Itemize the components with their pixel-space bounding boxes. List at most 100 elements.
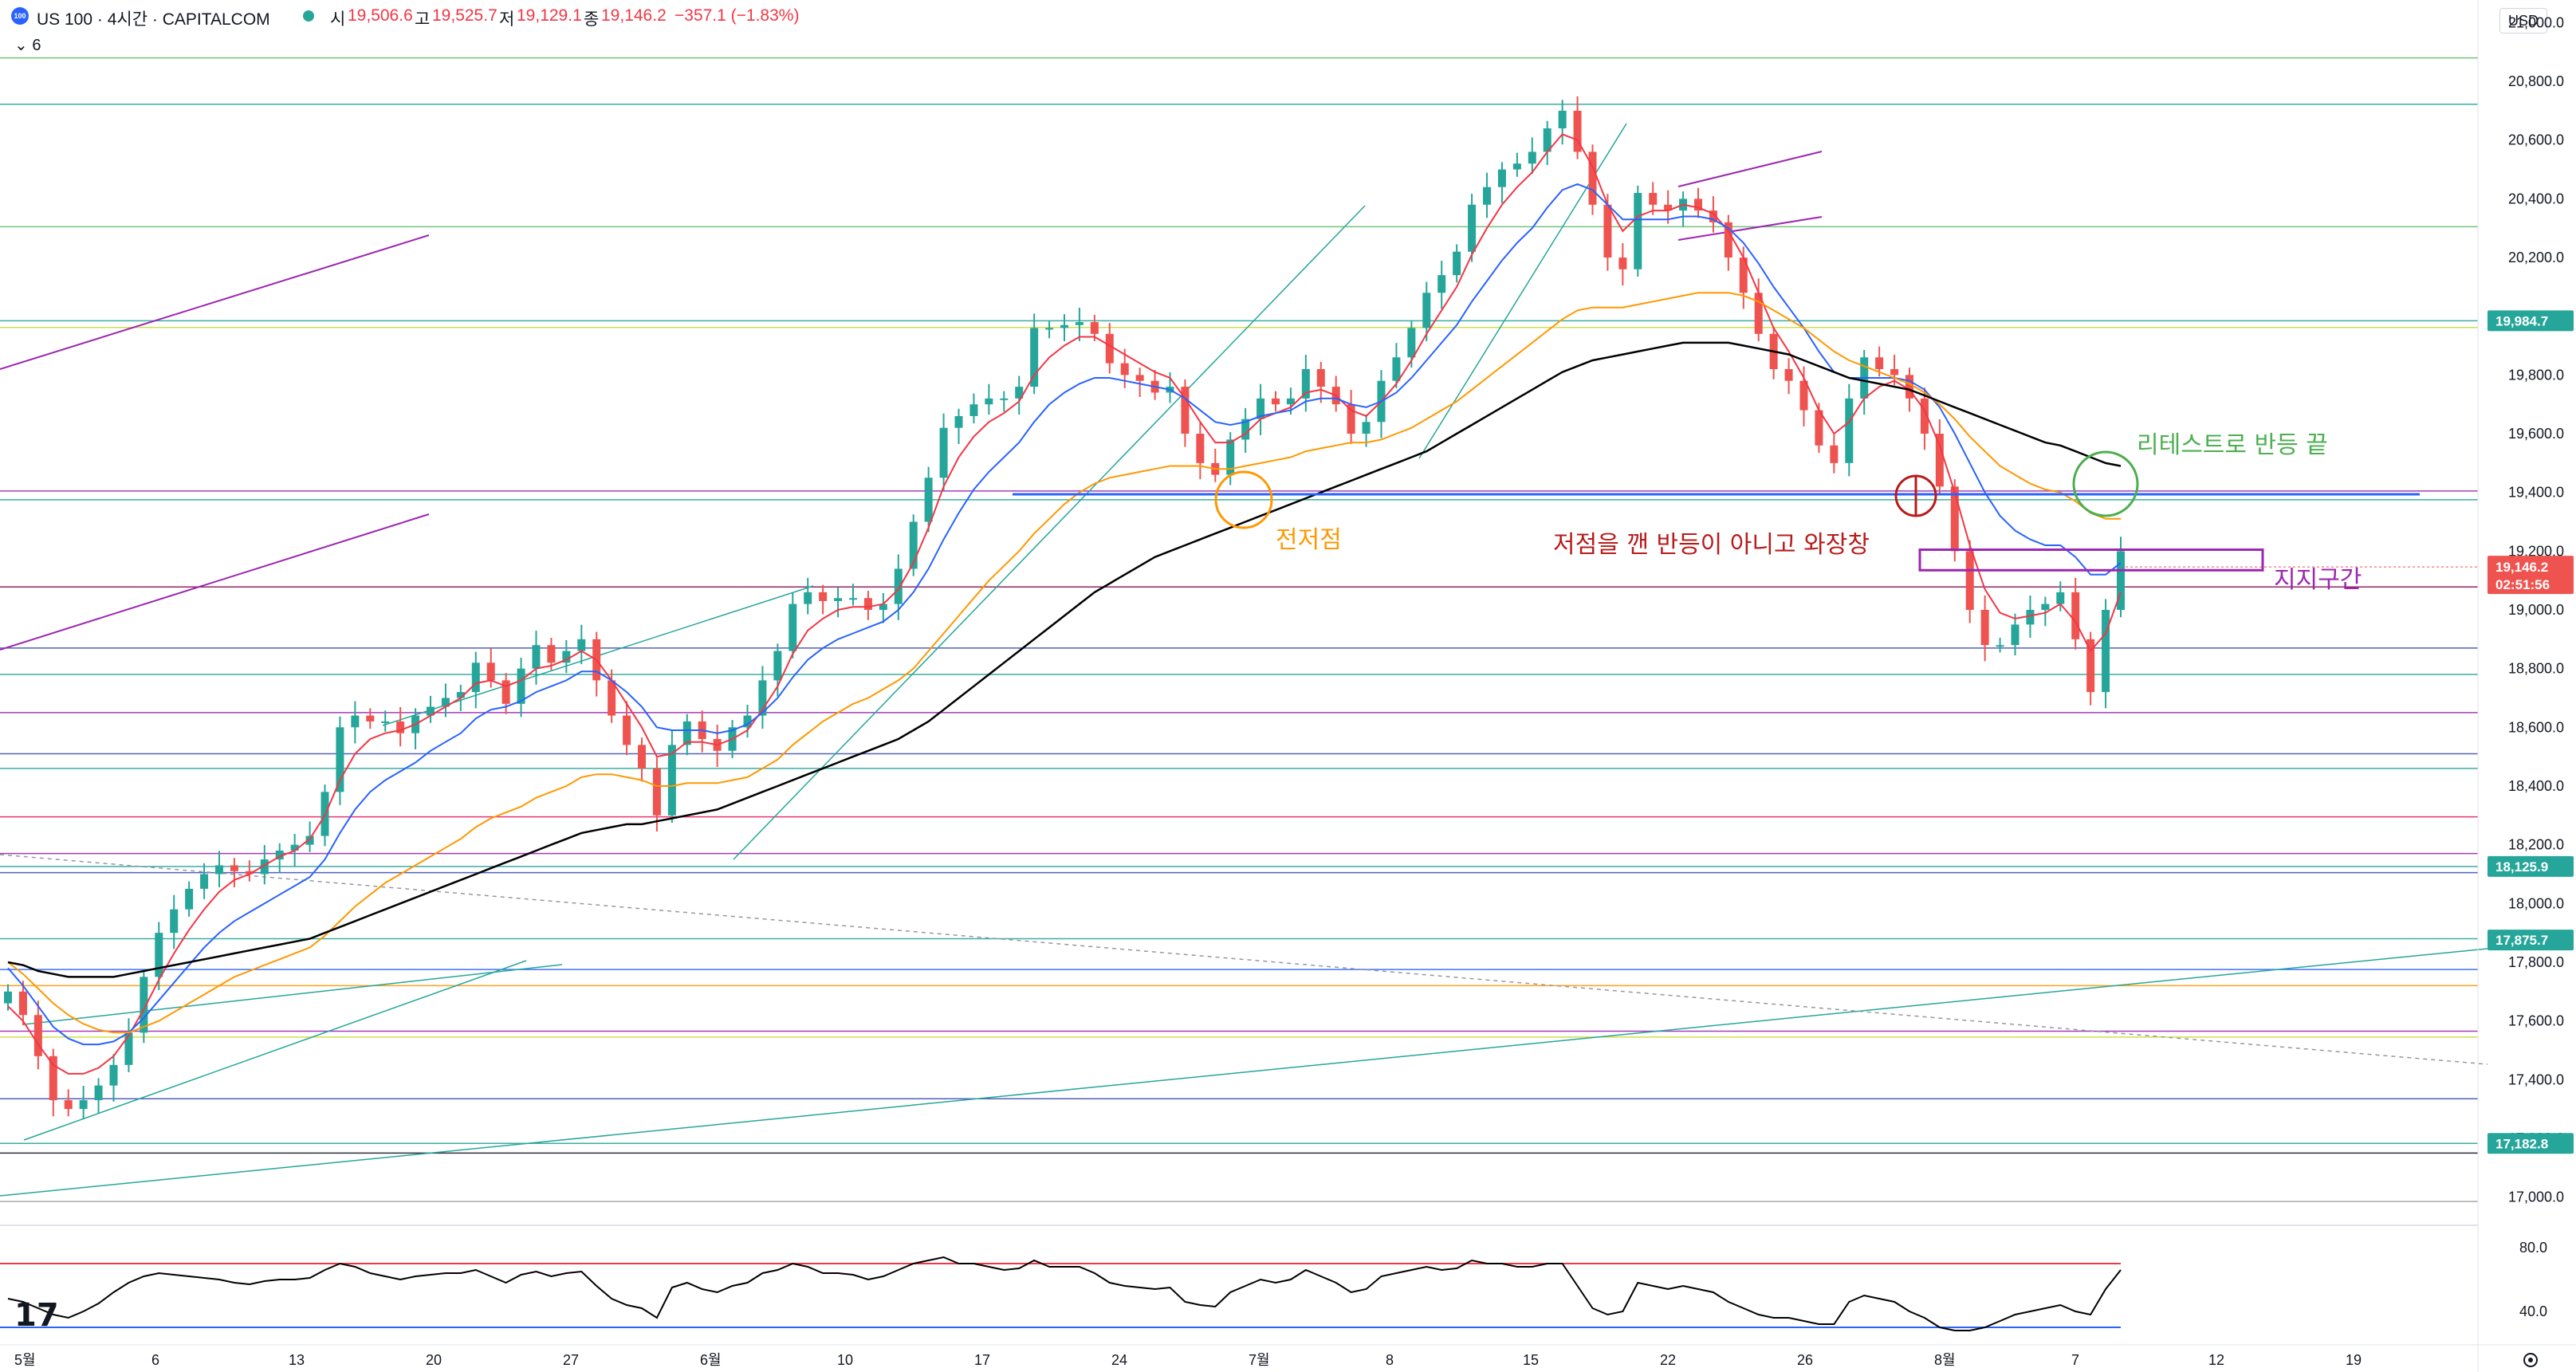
candle-body	[819, 592, 828, 601]
low-label: 저	[499, 10, 515, 29]
candle-body	[623, 715, 631, 745]
price-level-box	[2488, 930, 2574, 951]
candle-body	[667, 745, 676, 816]
high-label: 고	[415, 10, 431, 29]
price-level-label: 17,182.8	[2495, 1136, 2548, 1151]
annotations: 전저점 저점을 깬 반등이 아니고 와장창 리테스트로 반등 끝 지지구간	[1013, 431, 2420, 594]
price-tick-label: 18,600.0	[2508, 719, 2564, 735]
indicator-toggle[interactable]: ⌄ 6	[14, 35, 41, 55]
open-value: 19,506.6	[348, 6, 413, 25]
trendlines	[0, 123, 2488, 1197]
not-rebound-label: 저점을 깬 반등이 아니고 와장창	[1553, 531, 1870, 559]
price-tick-label: 21,000.0	[2508, 14, 2564, 30]
candle-body	[18, 991, 27, 1016]
trendline	[0, 948, 2488, 1197]
trendline	[0, 854, 2488, 1065]
candle-body	[1045, 328, 1054, 330]
support-zone	[1918, 548, 2264, 572]
candle-body	[985, 398, 993, 405]
candle-body	[200, 874, 209, 889]
currency-button[interactable]: USD	[2499, 8, 2547, 33]
candle-body	[1965, 551, 1974, 610]
candle-body	[1362, 422, 1371, 434]
candle-body	[1558, 110, 1567, 128]
time-tick-label: 20	[426, 1352, 442, 1368]
candle-body	[230, 865, 238, 871]
chevron-down-icon: ⌄	[14, 37, 28, 54]
candle-body	[1845, 398, 1854, 463]
candle-body	[1573, 110, 1582, 152]
candle-body	[1196, 434, 1205, 463]
candle-body	[351, 715, 360, 728]
time-tick-label: 6월	[700, 1352, 722, 1368]
candle-body	[1453, 251, 1461, 276]
retest-label: 리테스트로 반등 끝	[2137, 431, 2328, 459]
candle-body	[1588, 151, 1597, 205]
candle-body	[140, 977, 148, 1033]
price-level-label: 18,125.9	[2495, 859, 2548, 875]
candle-body	[185, 888, 194, 910]
candle-body	[170, 909, 179, 934]
price-tick-label: 19,400.0	[2508, 485, 2564, 501]
candle-body	[1512, 163, 1521, 170]
settings-gear-icon[interactable]	[2523, 1353, 2538, 1367]
trendline	[23, 960, 527, 1141]
candle-body	[532, 645, 541, 669]
symbol-title[interactable]: US 100 · 4시간 · CAPITALCOM	[37, 10, 270, 29]
candle-body	[1996, 645, 2004, 647]
candle-body	[1301, 369, 1310, 399]
candle-body	[1135, 375, 1144, 381]
candle-body	[1347, 404, 1355, 434]
candle-body	[789, 603, 797, 651]
candle-body	[1407, 328, 1416, 358]
ema-slow-line	[7, 292, 2121, 1034]
price-tick-label: 17,400.0	[2508, 1071, 2564, 1087]
current-price-box	[2488, 556, 2574, 595]
candle-body	[682, 721, 691, 745]
price-tick-label: 20,800.0	[2508, 73, 2564, 89]
symbol-logo: 100	[11, 7, 29, 25]
price-tick-label: 20,400.0	[2508, 191, 2564, 206]
open-label: 시	[330, 10, 346, 29]
candle-body	[2026, 610, 2035, 625]
price-tick-label: 18,000.0	[2508, 895, 2564, 911]
candle-body	[608, 680, 616, 716]
candle-body	[939, 427, 948, 478]
candle-body	[2071, 592, 2080, 639]
candle-body	[1634, 193, 1642, 269]
candle-body	[894, 568, 903, 604]
candle-body	[1483, 187, 1491, 205]
time-tick-label: 6	[151, 1352, 159, 1368]
price-tick-label: 19,600.0	[2508, 426, 2564, 442]
low-value: 19,129.1	[517, 6, 582, 25]
price-tick-label: 20,600.0	[2508, 132, 2564, 148]
price-tick-label: 17,600.0	[2508, 1013, 2564, 1029]
candles	[4, 96, 2125, 1119]
candle-body	[1784, 369, 1793, 381]
close-value: 19,146.2	[601, 6, 667, 25]
candle-body	[1709, 210, 1717, 222]
price-tick-label: 17,000.0	[2508, 1189, 2564, 1205]
time-tick-label: 22	[1660, 1352, 1676, 1368]
candle-body	[260, 859, 269, 875]
candle-body	[1015, 387, 1024, 399]
candle-body	[954, 415, 963, 428]
candle-body	[155, 933, 163, 977]
candle-body	[1422, 293, 1431, 328]
candle-body	[64, 1100, 73, 1110]
candle-body	[1543, 128, 1551, 152]
time-tick-label: 8	[1386, 1352, 1394, 1368]
indicator-count: 6	[32, 37, 41, 54]
trendline	[1677, 151, 1823, 187]
candle-body	[1754, 293, 1763, 334]
candle-body	[471, 662, 480, 693]
candle-body	[427, 706, 435, 716]
close-label: 종	[584, 10, 600, 29]
rsi-tick-label: 80.0	[2519, 1240, 2547, 1256]
candle-body	[909, 521, 918, 569]
candle-body	[1468, 204, 1477, 252]
high-value: 19,525.7	[432, 6, 498, 25]
candle-body	[1105, 333, 1114, 364]
candle-body	[1226, 439, 1235, 475]
